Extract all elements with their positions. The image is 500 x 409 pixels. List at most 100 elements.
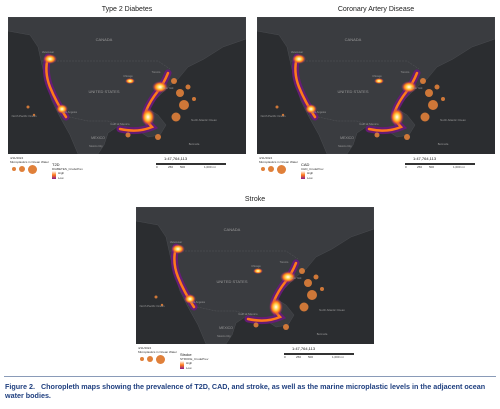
panel-title: Stroke xyxy=(244,196,266,203)
legend-size-circle xyxy=(27,164,37,174)
legend-low: Low xyxy=(186,366,192,370)
hotspot-los-angeles xyxy=(56,104,68,114)
choropleth-map: CANADA UNITED STATES MEXICO Gulf of Mexico N… xyxy=(136,207,374,344)
hotspot-chicago xyxy=(374,78,384,84)
label-new-york: New York xyxy=(291,276,303,280)
label-usa: UNITED STATES xyxy=(217,279,248,284)
microplastic-bubble xyxy=(160,303,164,307)
canada-us-border xyxy=(291,60,420,70)
microplastic-bubble xyxy=(26,105,30,109)
canada-us-border xyxy=(42,60,171,70)
us-mexico-border xyxy=(59,114,121,126)
label-north-atlantic: North Atlantic Ocean xyxy=(440,118,466,122)
hotspot-florida xyxy=(390,108,404,126)
label-los-angeles: Los Angeles xyxy=(63,110,78,114)
microplastic-bubble xyxy=(428,100,438,110)
map-footer: 4/11/2024 Microplastics in Ocean Water CAD… xyxy=(257,155,495,181)
choropleth-map: CANADA UNITED STATES MEXICO Gulf of Mexico N… xyxy=(257,17,495,154)
legend-low: Low xyxy=(307,176,313,180)
legend-low: Low xyxy=(58,176,64,180)
microplastic-bubble xyxy=(420,78,426,84)
label-new-york: New York xyxy=(412,86,424,90)
caption-divider xyxy=(4,376,496,377)
legend-size-circle xyxy=(268,166,274,172)
hotspot-new-york xyxy=(280,271,296,283)
map-footer: 4/11/2024 Microplastics in Ocean Water T2D… xyxy=(8,155,246,181)
microplastic-bubble xyxy=(253,322,259,328)
hotspot-vancouver xyxy=(292,54,306,64)
label-mexico-city: Mexico City xyxy=(338,144,352,148)
hotspot-florida xyxy=(269,298,283,316)
scale-tick: 1,000 mi xyxy=(453,165,465,169)
scale-text: 1:47,764,113 xyxy=(164,156,188,161)
color-ramp xyxy=(301,171,305,179)
legend-title: Microplastics in Ocean Water xyxy=(138,350,177,354)
microplastic-bubble xyxy=(176,89,184,97)
label-north-atlantic: North Atlantic Ocean xyxy=(319,308,345,312)
panel-title: Type 2 Diabetes xyxy=(101,6,153,13)
label-new-york: New York xyxy=(163,86,175,90)
color-ramp xyxy=(180,361,184,369)
label-toronto: Toronto xyxy=(401,70,410,74)
canada-us-border xyxy=(170,250,299,260)
microplastic-bubble xyxy=(307,290,317,300)
field-label: STROKE_CrudePrev xyxy=(180,357,209,361)
legend-size-circle xyxy=(261,167,265,171)
legend-size-circle xyxy=(19,166,25,172)
scale-tick: 0 xyxy=(156,165,158,169)
panel-title: Coronary Artery Disease xyxy=(337,6,415,13)
legend-high: High xyxy=(58,171,65,175)
panel-stroke: Stroke CANADA UNITED STATES MEXICO Gulf of … xyxy=(136,196,374,371)
scale-tick: 250 xyxy=(168,165,174,169)
scale-tick: 500 xyxy=(429,165,435,169)
microplastic-bubble xyxy=(171,78,177,84)
microplastic-bubble xyxy=(299,268,305,274)
us-mexico-border xyxy=(308,114,370,126)
scale-tick: 500 xyxy=(180,165,186,169)
scale-tick: 1,000 mi xyxy=(204,165,216,169)
hotspot-new-york xyxy=(401,81,417,93)
label-north-pacific: North Pacific Ocean xyxy=(12,114,37,118)
figure-caption: Figure 2. Choropleth maps showing the pr… xyxy=(5,382,495,401)
panel-cad: Coronary Artery Disease CANADA UNITED STA… xyxy=(257,6,495,181)
microplastic-bubble xyxy=(313,274,319,280)
microplastic-bubble xyxy=(32,113,36,117)
layer-label: CAD xyxy=(301,162,310,167)
label-chicago: Chicago xyxy=(372,74,382,78)
label-chicago: Chicago xyxy=(123,74,133,78)
microplastic-bubble xyxy=(420,112,430,122)
hotspot-chicago xyxy=(125,78,135,84)
microplastic-bubble xyxy=(275,105,279,109)
map-date: 4/11/2024 xyxy=(259,156,273,160)
label-mexico-city: Mexico City xyxy=(89,144,103,148)
label-gulf: Gulf of Mexico xyxy=(359,122,379,126)
microplastic-bubble xyxy=(374,132,380,138)
microplastic-bubble xyxy=(179,100,189,110)
scale-tick: 0 xyxy=(284,355,286,359)
scale-tick: 500 xyxy=(308,355,314,359)
field-label: DIABETES_CrudePrev xyxy=(52,167,83,171)
map-date: 4/11/2024 xyxy=(10,156,24,160)
label-toronto: Toronto xyxy=(280,260,289,264)
label-mexico: MEXICO xyxy=(340,136,354,140)
microplastic-bubble xyxy=(192,97,196,101)
hotspot-los-angeles xyxy=(184,294,196,304)
hotspot-florida xyxy=(141,108,155,126)
legend-high: High xyxy=(186,361,193,365)
microplastic-bubble xyxy=(441,97,445,101)
microplastic-bubble xyxy=(299,302,309,312)
label-vancouver: Vancouver xyxy=(170,240,182,244)
legend-size-circle xyxy=(276,164,286,174)
hotspot-vancouver xyxy=(171,244,185,254)
us-mexico-border xyxy=(187,304,249,316)
legend-high: High xyxy=(307,171,314,175)
microplastic-bubble xyxy=(171,112,181,122)
label-north-pacific: North Pacific Ocean xyxy=(261,114,286,118)
hotspot-vancouver xyxy=(43,54,57,64)
microplastic-bubble xyxy=(425,89,433,97)
caption-text: Choropleth maps showing the prevalence o… xyxy=(5,382,486,400)
label-los-angeles: Los Angeles xyxy=(191,300,206,304)
label-mexico: MEXICO xyxy=(219,326,233,330)
scale-tick: 0 xyxy=(405,165,407,169)
microplastic-bubble xyxy=(154,295,158,299)
